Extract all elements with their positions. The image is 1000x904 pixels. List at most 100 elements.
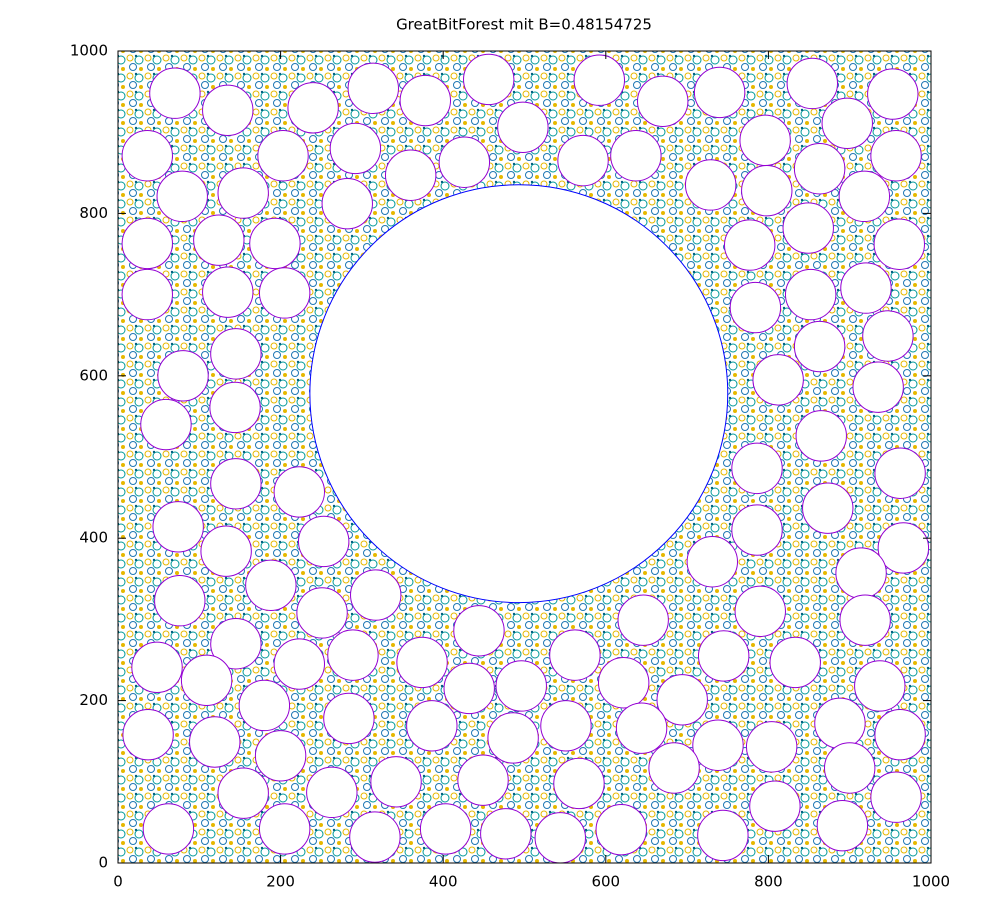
circle-mark <box>835 547 887 599</box>
circle-mark <box>238 679 291 732</box>
circle-mark <box>140 398 192 451</box>
circle-mark <box>154 575 206 627</box>
circle-mark <box>396 636 448 689</box>
circle-mark <box>287 82 339 134</box>
circle-mark <box>249 217 301 270</box>
circle-mark <box>769 636 821 689</box>
circle-mark <box>217 767 269 819</box>
circle-mark <box>553 757 605 810</box>
circle-mark <box>731 504 783 556</box>
circle-mark <box>793 320 846 373</box>
circle-mark <box>838 170 891 223</box>
circle-mark <box>793 143 846 195</box>
circle-mark <box>786 57 839 110</box>
circle-mark <box>741 164 793 217</box>
circle-mark <box>873 218 925 270</box>
circle-mark <box>870 771 922 823</box>
circle-mark <box>874 447 926 499</box>
circle-mark <box>697 630 750 682</box>
circle-mark <box>731 442 783 495</box>
circle-mark <box>347 62 399 115</box>
circle-mark <box>309 184 729 604</box>
circle-mark <box>729 281 782 334</box>
circle-mark <box>202 84 254 136</box>
circle-mark <box>349 811 401 863</box>
circle-mark <box>745 721 798 773</box>
circle-mark <box>321 177 373 230</box>
circle-mark <box>648 742 700 794</box>
x-tick-label: 0 <box>113 873 123 891</box>
circle-mark <box>684 159 737 211</box>
x-tick-label: 600 <box>591 873 620 891</box>
circle-mark <box>156 170 208 223</box>
circle-mark <box>549 629 601 681</box>
circle-mark <box>210 458 262 510</box>
circle-mark <box>202 266 254 318</box>
circle-mark <box>802 482 854 534</box>
circle-mark <box>686 536 739 588</box>
circle-mark <box>350 569 402 621</box>
circle-mark <box>258 267 311 319</box>
circle-mark <box>610 130 662 182</box>
circle-mark <box>131 641 183 694</box>
circle-mark <box>595 804 647 856</box>
circle-mark <box>180 654 233 707</box>
circle-mark <box>852 361 904 413</box>
circle-mark <box>209 381 261 434</box>
y-tick-label: 200 <box>79 691 108 709</box>
circle-mark <box>816 799 869 852</box>
circle-mark <box>840 262 892 314</box>
circle-mark <box>557 134 609 187</box>
circle-mark <box>821 97 873 149</box>
circle-mark <box>121 217 173 270</box>
circle-mark <box>273 466 326 518</box>
chart-title: GreatBitForest mit B=0.48154725 <box>396 16 652 34</box>
circle-mark <box>497 101 549 154</box>
circle-mark <box>306 766 358 819</box>
circle-mark <box>487 712 539 764</box>
plot-border <box>117 50 932 864</box>
x-tick-label: 1000 <box>912 873 950 891</box>
circle-mark <box>862 310 914 362</box>
circle-mark <box>257 130 309 182</box>
circle-mark <box>121 268 173 321</box>
circle-mark <box>157 350 209 402</box>
circle-mark <box>406 700 458 752</box>
circle-mark <box>384 149 437 201</box>
circle-mark <box>854 660 906 712</box>
circle-mark <box>142 803 195 855</box>
circle-mark <box>597 657 650 709</box>
circle-mark <box>615 702 668 754</box>
circle-mark <box>839 594 891 646</box>
circle-mark <box>795 410 847 462</box>
circle-mark <box>443 662 495 715</box>
circle-mark <box>200 525 252 577</box>
circle-mark <box>210 618 262 670</box>
circle-mark <box>245 559 297 611</box>
circle-mark <box>874 709 926 761</box>
y-tick-label: 0 <box>98 854 108 872</box>
circle-mark <box>457 754 509 806</box>
y-tick-label: 1000 <box>70 42 108 60</box>
circle-mark <box>877 522 930 574</box>
circle-mark <box>870 130 922 182</box>
circle-mark <box>296 587 348 639</box>
circle-mark <box>637 75 689 128</box>
circle-mark <box>540 700 592 752</box>
circle-mark <box>814 697 866 750</box>
circle-mark <box>495 660 547 712</box>
circle-mark <box>323 692 375 745</box>
circle-mark <box>723 219 776 271</box>
circle-mark <box>656 674 708 726</box>
circle-mark <box>463 53 515 106</box>
circle-mark <box>273 638 326 690</box>
circle-mark <box>297 515 350 568</box>
circle-mark <box>697 809 749 862</box>
circle-mark <box>734 585 786 637</box>
circle-mark <box>122 709 174 761</box>
circle-mark <box>193 214 245 266</box>
x-tick-label: 800 <box>754 873 783 891</box>
circle-mark <box>453 605 505 657</box>
